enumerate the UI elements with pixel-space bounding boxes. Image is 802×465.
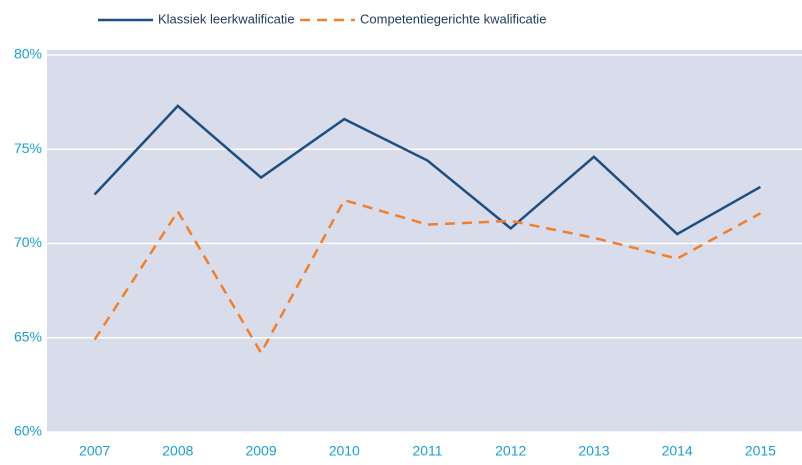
x-tick-label: 2009 — [245, 443, 276, 459]
plot-area — [47, 50, 802, 432]
legend-label: Klassiek leerkwalificatie — [158, 11, 295, 26]
y-tick-label: 80% — [14, 46, 42, 62]
series-line — [93, 198, 761, 356]
x-tick-label: 2014 — [662, 443, 693, 459]
x-tick-label: 2013 — [578, 443, 609, 459]
x-tick-label: 2007 — [79, 443, 110, 459]
series-line — [93, 104, 762, 236]
y-tick-label: 70% — [14, 234, 42, 250]
y-tick-label: 75% — [14, 140, 42, 156]
x-tick-label: 2015 — [745, 443, 776, 459]
legend-label: Competentiegerichte kwalificatie — [360, 11, 546, 26]
x-tick-label: 2008 — [162, 443, 193, 459]
y-tick-label: 65% — [14, 328, 42, 344]
x-tick-label: 2012 — [495, 443, 526, 459]
x-tick-label: 2011 — [412, 443, 442, 459]
y-tick-label: 60% — [14, 423, 42, 439]
x-tick-label: 2010 — [329, 443, 360, 459]
